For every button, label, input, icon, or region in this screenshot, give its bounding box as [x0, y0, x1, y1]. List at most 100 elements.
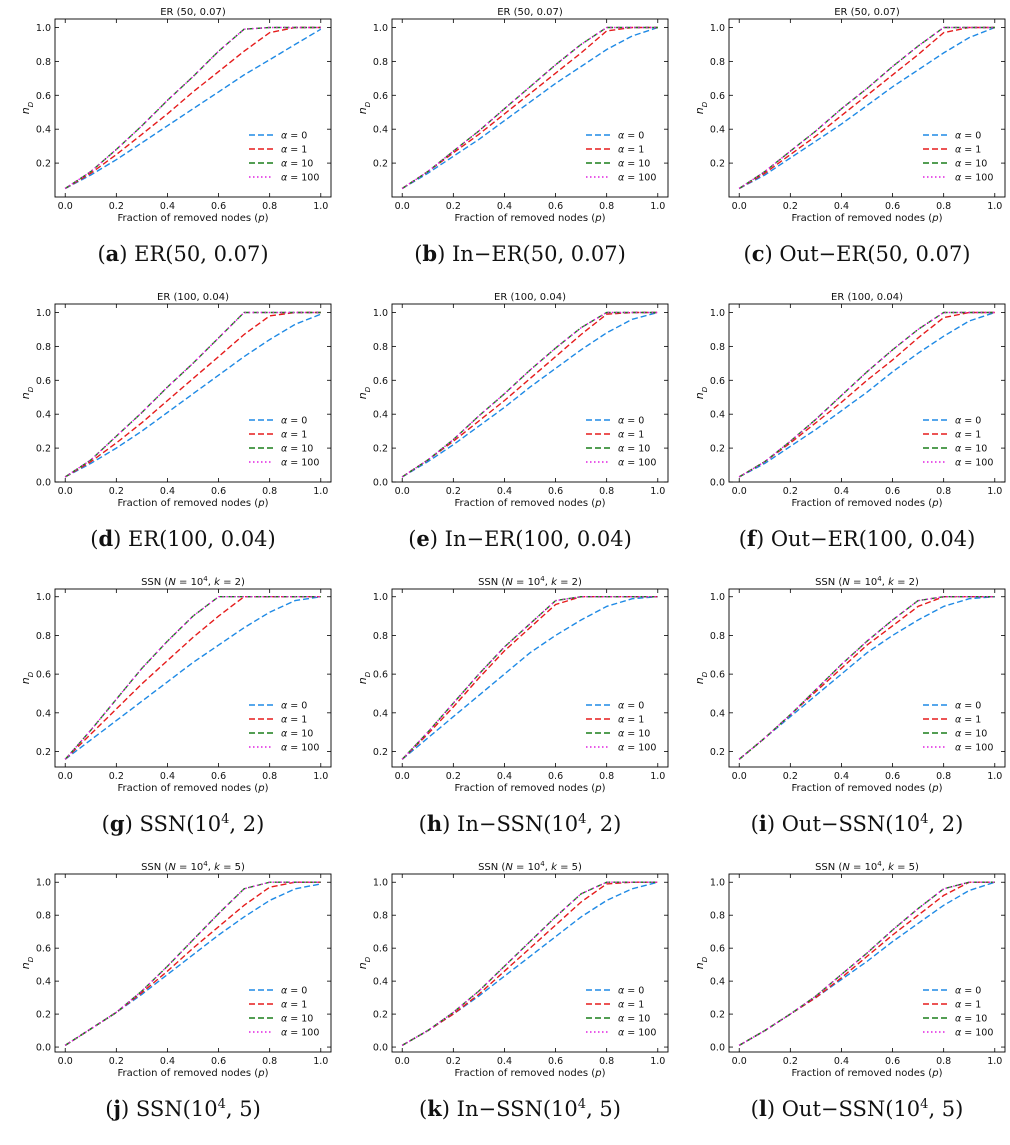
x-tick-label: 0.8	[936, 771, 951, 782]
x-tick-label: 0.2	[109, 486, 124, 497]
x-tick-label: 0.0	[732, 771, 747, 782]
x-tick-label: 0.2	[109, 201, 124, 212]
series-line	[64, 596, 321, 760]
series-line	[401, 26, 658, 190]
x-tick-label: 0.2	[783, 771, 798, 782]
chart-svg: SSN (N = 104, k = 5) 0.0 0.2 0.4 0.6 0.8 1.0 0.…	[19, 860, 332, 1079]
chart-panel-h: SSN (N = 104, k = 2) 0.0 0.2 0.4 0.6 0.8 1.0 0.…	[352, 575, 688, 860]
legend-label: α = 0	[281, 131, 307, 142]
x-tick-label: 0.0	[732, 486, 747, 497]
y-axis-label: nD	[356, 386, 372, 399]
caption-label: ER(50, 0.07)	[134, 242, 269, 266]
x-tick-label: 0.6	[885, 201, 900, 212]
y-tick-label: 0.4	[710, 410, 725, 421]
caption-label: In−SSN(10	[457, 812, 579, 836]
chart-title: ER (100, 0.04)	[831, 292, 903, 303]
y-tick-label: 0.6	[373, 376, 388, 387]
caption-letter: h	[426, 811, 443, 836]
x-tick-label: 0.4	[497, 771, 512, 782]
chart-title: ER (50, 0.07)	[160, 7, 226, 18]
y-tick-label: 0.2	[710, 444, 725, 455]
legend-label: α = 10	[281, 159, 313, 170]
subfigure-caption: (i) Out−SSN(104, 2)	[750, 811, 964, 836]
legend-label: α = 1	[955, 1000, 981, 1011]
chart-title: ER (100, 0.04)	[494, 292, 566, 303]
legend-label: α = 100	[955, 173, 993, 184]
y-tick-label: 0.8	[36, 911, 51, 922]
x-tick-label: 0.8	[599, 771, 614, 782]
series-line	[738, 311, 996, 478]
y-tick-label: 0.8	[36, 342, 51, 353]
caption-label: In−ER(100, 0.04)	[444, 527, 632, 551]
y-tick-label: 0.4	[710, 977, 725, 988]
legend-label: α = 10	[955, 159, 987, 170]
y-tick-label: 0.6	[36, 670, 51, 681]
axes-frame	[54, 18, 332, 198]
series-line	[64, 311, 321, 478]
y-tick-label: 0.8	[710, 911, 725, 922]
y-tick-label: 0.4	[710, 708, 725, 719]
chart-panel-g: SSN (N = 104, k = 2) 0.0 0.2 0.4 0.6 0.8 1.0 0.…	[15, 575, 351, 860]
x-tick-label: 0.0	[58, 201, 73, 212]
y-tick-label: 0.6	[710, 91, 725, 102]
subfigure-caption: (g) SSN(104, 2)	[101, 811, 265, 836]
y-axis-label: nD	[693, 101, 709, 114]
series-line	[738, 596, 995, 760]
legend-label: α = 100	[955, 743, 993, 754]
y-tick-label: 1.0	[36, 308, 51, 319]
x-axis-label: Fraction of removed nodes (p)	[455, 783, 606, 794]
x-tick-label: 1.0	[313, 486, 328, 497]
x-tick-label: 0.2	[783, 1056, 798, 1067]
x-axis-label: Fraction of removed nodes (p)	[118, 783, 269, 794]
caption-superscript: 4	[221, 812, 230, 827]
x-tick-label: 1.0	[987, 771, 1002, 782]
series-line	[401, 311, 658, 478]
series-line	[738, 596, 995, 760]
x-axis-label: Fraction of removed nodes (p)	[455, 1068, 606, 1079]
y-tick-label: 0.2	[710, 1010, 725, 1021]
caption-label: Out−ER(50, 0.07)	[779, 242, 971, 266]
series-line	[738, 26, 995, 190]
caption-label: SSN(10	[135, 1097, 218, 1121]
caption-label: Out−SSN(10	[781, 1097, 921, 1121]
x-tick-label: 0.4	[834, 1056, 849, 1067]
x-axis-label: Fraction of removed nodes (p)	[118, 1068, 269, 1079]
legend-label: α = 100	[281, 1028, 319, 1039]
y-tick-label: 0.0	[36, 478, 51, 489]
y-tick-label: 0.0	[36, 1043, 51, 1054]
y-tick-label: 0.6	[36, 91, 51, 102]
legend-label: α = 0	[618, 416, 644, 427]
x-tick-label: 0.4	[160, 1056, 175, 1067]
legend-label: α = 1	[618, 430, 644, 441]
x-tick-label: 0.8	[599, 201, 614, 212]
series-line	[401, 311, 658, 478]
y-tick-label: 1.0	[710, 878, 725, 889]
y-tick-label: 0.6	[36, 944, 51, 955]
caption-letter: k	[427, 1096, 442, 1121]
subfigure-caption: (k) In−SSN(104, 5)	[419, 1096, 621, 1121]
chart-panel-i: SSN (N = 104, k = 2) 0.0 0.2 0.4 0.6 0.8 1.0 0.…	[689, 575, 1010, 860]
axes-frame	[54, 873, 332, 1053]
y-tick-label: 0.2	[36, 159, 51, 170]
y-tick-label: 1.0	[36, 23, 51, 34]
series-line	[401, 881, 658, 1047]
y-axis-label: nD	[693, 671, 709, 684]
chart-svg: SSN (N = 104, k = 5) 0.0 0.2 0.4 0.6 0.8 1.0 0.…	[356, 860, 669, 1079]
y-tick-label: 0.8	[373, 342, 388, 353]
y-tick-label: 0.4	[373, 410, 388, 421]
series-line	[64, 311, 321, 478]
legend-label: α = 10	[618, 729, 650, 740]
x-tick-label: 0.0	[395, 1056, 410, 1067]
x-tick-label: 0.8	[262, 201, 277, 212]
series-line	[401, 26, 658, 190]
x-tick-label: 0.8	[599, 1056, 614, 1067]
x-axis-label: Fraction of removed nodes (p)	[455, 213, 606, 224]
x-tick-label: 1.0	[987, 486, 1002, 497]
caption-superscript: 4	[920, 812, 929, 827]
legend-label: α = 100	[955, 1028, 993, 1039]
legend-label: α = 10	[281, 1014, 313, 1025]
legend-label: α = 1	[955, 145, 981, 156]
chart-svg: ER (100, 0.04) 0.0 0.2 0.4 0.6 0.8 1.0 0.0 0.2 0.…	[693, 292, 1006, 509]
x-tick-label: 0.4	[160, 771, 175, 782]
